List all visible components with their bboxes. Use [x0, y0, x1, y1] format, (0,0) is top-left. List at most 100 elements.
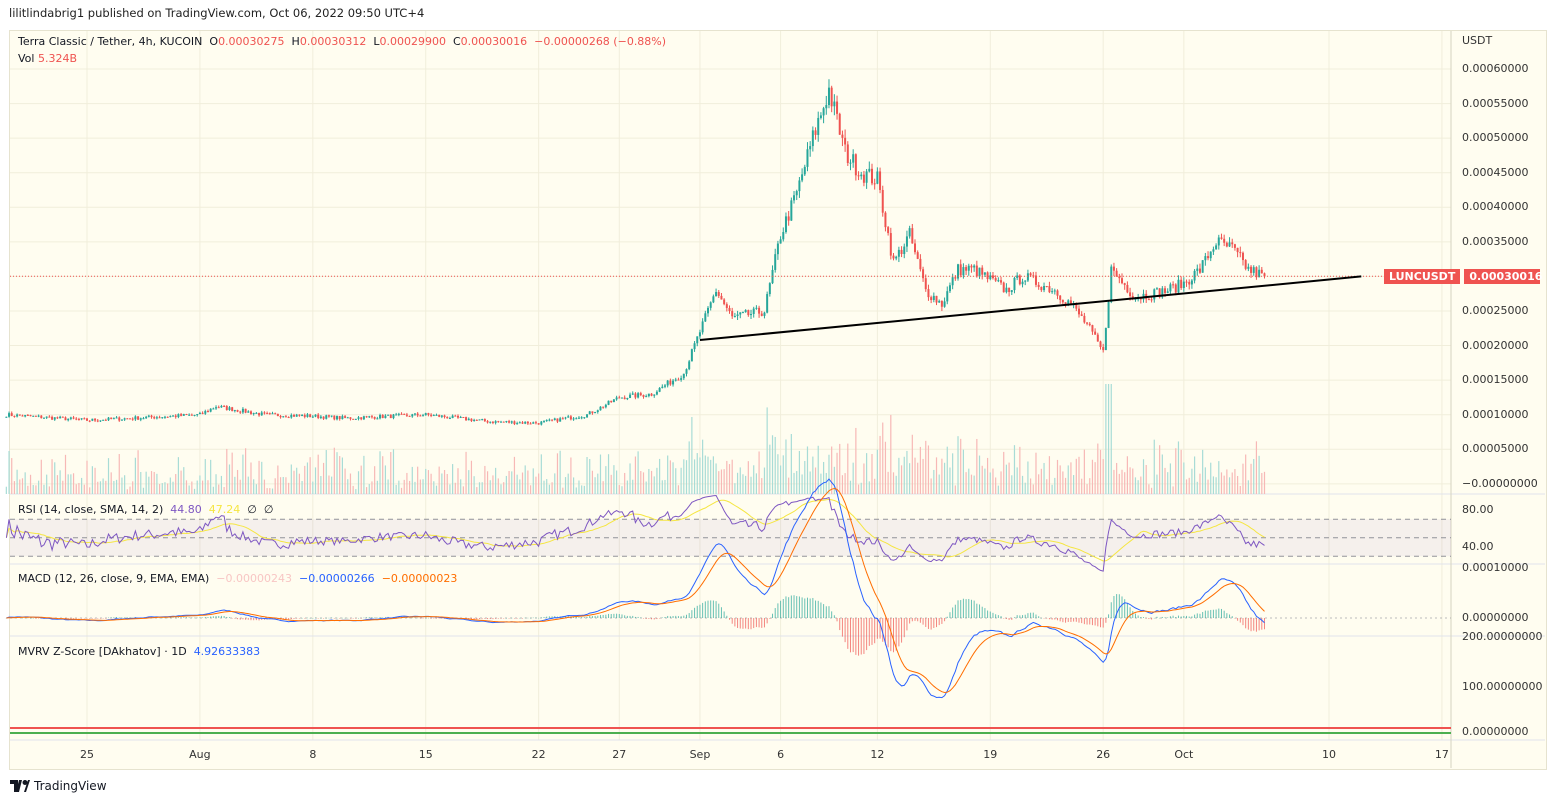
candle-body — [932, 295, 935, 301]
macd-histogram-bar — [484, 618, 486, 619]
macd-histogram-bar — [1143, 617, 1145, 618]
macd-line — [6, 478, 1265, 699]
volume-bar — [981, 465, 983, 494]
macd-histogram-bar — [1156, 616, 1158, 618]
candle-body — [814, 130, 817, 135]
volume-bar — [747, 461, 749, 494]
volume-bar — [16, 469, 18, 494]
volume-bar — [115, 479, 118, 494]
candle-body — [212, 408, 215, 410]
candle-body — [276, 413, 279, 417]
macd-histogram-bar — [242, 618, 244, 620]
volume-bar — [290, 464, 292, 494]
volume-bar — [1167, 472, 1169, 494]
volume-bar — [1027, 461, 1029, 494]
macd-histogram-bar — [876, 618, 878, 639]
volume-bar — [414, 481, 416, 494]
macd-histogram-bar — [763, 618, 765, 628]
time-tick: Oct — [1174, 748, 1194, 761]
volume-bar — [411, 466, 413, 494]
macd-histogram-bar — [433, 618, 435, 619]
volume-bar — [99, 481, 102, 494]
volume-bar — [13, 481, 16, 494]
macd-histogram-bar — [99, 618, 101, 619]
macd-histogram-bar — [113, 617, 115, 618]
candle-body — [301, 415, 304, 417]
volume-bar — [532, 468, 534, 494]
volume-bar — [779, 465, 782, 494]
volume-bar — [817, 445, 819, 494]
macd-histogram-bar — [1126, 603, 1128, 618]
macd-histogram-bar — [648, 618, 650, 619]
candle-body — [693, 343, 696, 350]
macd-histogram-bar — [720, 607, 722, 618]
macd-histogram-bar — [1183, 615, 1185, 618]
tradingview-logo[interactable]: TradingView — [10, 779, 107, 793]
macd-histogram-bar — [347, 617, 349, 619]
candle-body — [526, 421, 529, 424]
candle-body — [64, 417, 67, 421]
volume-bar — [220, 475, 223, 494]
volume-bar — [857, 484, 860, 494]
candle-body — [440, 415, 443, 417]
rsi-sma-line — [5, 498, 1265, 562]
volume-bar — [884, 441, 887, 494]
volume-bar — [215, 474, 217, 494]
macd-histogram-bar — [1194, 614, 1196, 618]
candle-body — [830, 87, 833, 107]
candle-body — [720, 295, 723, 300]
candle-body — [994, 278, 997, 281]
volume-bar — [1118, 473, 1120, 494]
volume-bar — [236, 469, 239, 494]
candle-body — [295, 414, 298, 417]
macd-histogram-bar — [903, 618, 905, 638]
macd-histogram-bar — [177, 617, 179, 618]
macd-histogram-bar — [825, 606, 827, 618]
candle-body — [53, 417, 56, 420]
macd-histogram-bar — [804, 598, 806, 618]
macd-histogram-bar — [750, 618, 752, 630]
volume-bar — [357, 471, 360, 494]
volume-bar — [868, 481, 870, 494]
candle-body — [997, 280, 1000, 282]
macd-histogram-bar — [406, 617, 408, 618]
macd-histogram-bar — [344, 617, 346, 619]
volume-bar — [43, 484, 45, 494]
chart-frame[interactable] — [9, 30, 1547, 770]
candle-body — [438, 414, 441, 417]
candle-body — [1241, 252, 1244, 261]
candle-body — [620, 397, 623, 399]
candle-body — [10, 413, 13, 416]
macd-histogram-bar — [1148, 618, 1150, 620]
macd-histogram-bar — [777, 603, 779, 618]
volume-bar — [27, 485, 29, 494]
volume-bar — [427, 470, 430, 494]
candle-body — [32, 415, 35, 417]
volume-bar — [478, 482, 481, 494]
macd-histogram-bar — [890, 618, 892, 652]
macd-histogram-bar — [116, 617, 118, 618]
macd-histogram-bar — [218, 615, 220, 618]
macd-histogram-bar — [683, 615, 685, 618]
macd-histogram-bar — [1113, 595, 1115, 618]
volume-bar — [121, 477, 123, 494]
candle-body — [408, 415, 411, 417]
volume-bar — [836, 452, 838, 494]
volume-bar — [56, 475, 59, 494]
volume-bar — [572, 477, 575, 494]
candle-body — [663, 385, 666, 387]
volume-bar — [1083, 449, 1085, 494]
macd-histogram-bar — [1108, 614, 1110, 618]
volume-bar — [616, 470, 618, 494]
macd-histogram-bar — [602, 614, 604, 618]
macd-histogram-bar — [970, 599, 972, 618]
candle-body — [715, 292, 718, 297]
macd-histogram-bar — [1239, 618, 1241, 623]
macd-histogram-bar — [1169, 616, 1171, 618]
symbol-legend: Terra Classic / Tether, 4h, KUCOIN O0.00… — [18, 35, 666, 48]
volume-bar — [306, 462, 309, 494]
volume-bar — [5, 486, 7, 494]
volume-bar — [274, 478, 276, 494]
macd-histogram-bar — [933, 618, 935, 628]
